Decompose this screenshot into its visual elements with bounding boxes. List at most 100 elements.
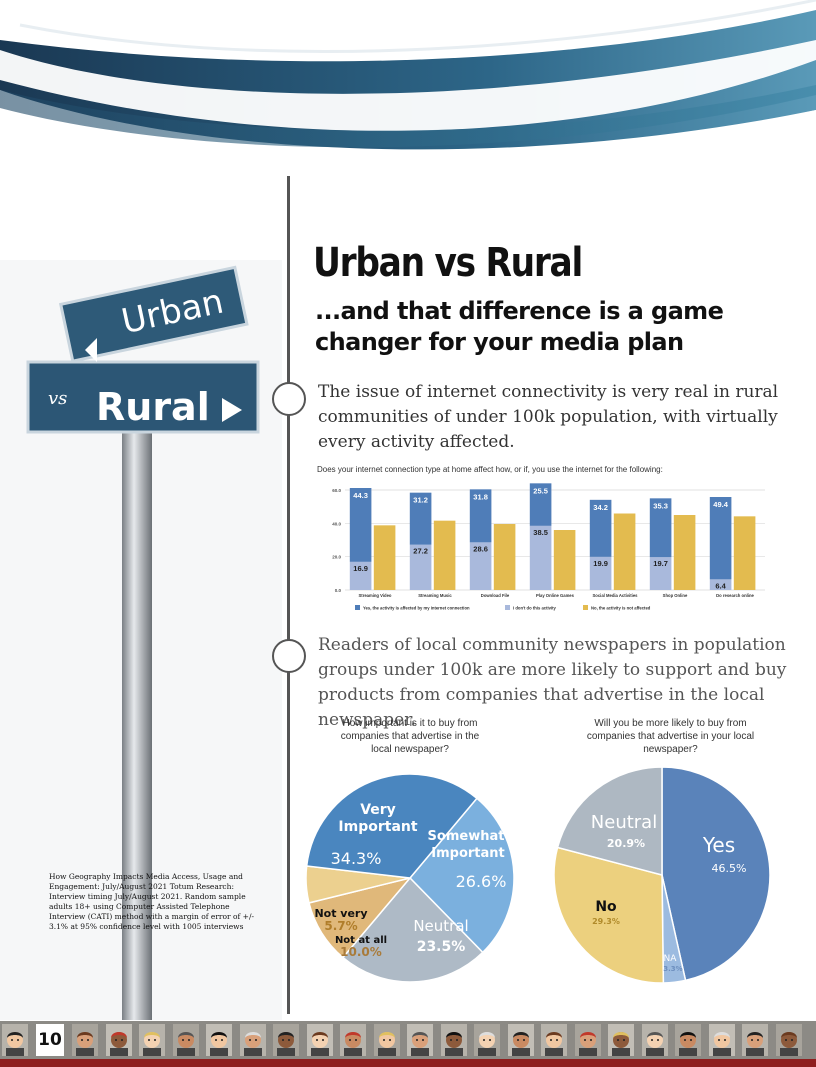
likelihood-pie-chart: Yes 46.5% Neutral 20.9% No 29.3% NA3.3% (553, 766, 771, 984)
slice-label-somewhat: Important (431, 846, 505, 861)
footer-face-icon (507, 1024, 534, 1056)
slice-label-na: NA (664, 954, 678, 964)
slice-label-very-important: Important (338, 819, 417, 835)
pie-slice (556, 766, 663, 876)
slice-label-very-important: Very (360, 802, 396, 818)
second-paragraph: Readers of local community newspapers in… (318, 635, 787, 730)
footer-face-icon (608, 1024, 634, 1056)
footer-face-icon (340, 1024, 366, 1056)
slice-label-somewhat: Somewhat (428, 829, 505, 844)
x-category-label: Streaming Music (418, 593, 452, 598)
legend-swatch (355, 605, 360, 610)
importance-pie-chart: VeryImportant34.3%SomewhatImportant26.6%… (305, 773, 515, 983)
left-arrow-icon (85, 338, 97, 362)
footer-face-icon (172, 1024, 199, 1056)
pie-slice (341, 876, 484, 983)
slice-value-no: 29.3% (592, 917, 620, 926)
bar-dont-do (709, 579, 732, 590)
urban-sign-board (58, 265, 249, 363)
bar-yes-affected (649, 498, 672, 558)
bar-yes-affected (469, 489, 492, 543)
bar-yes-label: 31.2 (413, 496, 428, 505)
section-marker-1 (272, 382, 306, 416)
slice-value-somewhat: 26.6% (456, 872, 507, 891)
footer-face-icon (273, 1024, 299, 1056)
intro-paragraph: The issue of internet connectivity is ve… (318, 382, 779, 452)
x-category-label: Do research online (716, 593, 754, 598)
footer-face-icon (675, 1024, 701, 1056)
sign-rural-text: Rural (96, 385, 210, 429)
section-marker-2 (272, 639, 306, 673)
legend-swatch (505, 605, 510, 610)
y-tick-label: 20.0 (332, 555, 341, 560)
footer-face-icon (541, 1024, 567, 1056)
footer-face-icon (373, 1024, 400, 1056)
source-note: How Geography Impacts Media Access, Usag… (49, 872, 255, 931)
footer-face-icon (72, 1024, 98, 1056)
pie1-question: How important is it to buy from companie… (340, 718, 480, 755)
internet-connection-bar-chart: Does your internet connection type at ho… (317, 465, 765, 611)
footer-face-icon (474, 1024, 500, 1056)
pie-slice (305, 773, 478, 879)
footer-red-strip (0, 1059, 816, 1067)
footer-face-icon (742, 1024, 768, 1056)
bar-not-affected (553, 530, 576, 590)
pie2-question: Will you be more likely to buy from comp… (586, 718, 755, 755)
bar-yes-affected (529, 483, 552, 526)
slice-label-not-at-all: Not at all (335, 935, 387, 946)
footer-face-icon (440, 1024, 467, 1056)
bar-dont-do (649, 557, 672, 590)
legend-label: I don't do this activity (513, 606, 557, 611)
bar-dont-label: 38.5 (533, 528, 548, 537)
bar-not-affected (733, 516, 756, 590)
legend-label: No, the activity is not affected (591, 606, 651, 611)
y-tick-label: 40.0 (332, 521, 341, 526)
bar-not-affected (673, 515, 696, 590)
footer-face-icon (139, 1024, 165, 1056)
slice-value-neutral: 23.5% (417, 939, 466, 955)
bar-yes-label: 35.3 (653, 501, 668, 510)
pie-slice (553, 846, 665, 984)
slice-label-yes: Yes (702, 833, 735, 857)
footer-face-icon (574, 1024, 601, 1056)
bar-not-affected (613, 513, 636, 590)
bar-dont-label: 6.4 (715, 581, 726, 590)
bar-yes-label: 49.4 (713, 500, 728, 509)
bar-dont-label: 19.7 (653, 559, 668, 568)
bar-dont-do (529, 525, 552, 590)
sign-vs-text: vs (48, 388, 68, 409)
footer-face-icon (641, 1024, 668, 1056)
bar-dont-label: 16.9 (353, 564, 368, 573)
bar-yes-label: 44.3 (353, 491, 368, 500)
y-tick-label: 0.0 (335, 588, 342, 593)
bar-yes-label: 25.5 (533, 486, 548, 495)
slice-value-not-very: 5.7% (324, 919, 357, 933)
pie-slice (408, 797, 515, 954)
footer-face-icon (708, 1024, 735, 1056)
bar-yes-label: 34.2 (593, 503, 608, 512)
y-tick-label: 60.0 (332, 488, 341, 493)
rural-sign-board (26, 360, 260, 434)
slice-label-no: No (595, 899, 617, 915)
footer-face-icon (105, 1024, 132, 1056)
bar-not-affected (493, 524, 516, 590)
page-title: Urban vs Rural (313, 240, 583, 286)
bar-dont-label: 19.9 (593, 559, 608, 568)
slice-value-na: 3.3% (663, 965, 682, 973)
bar-chart-title: Does your internet connection type at ho… (317, 465, 663, 474)
bar-yes-affected (589, 499, 612, 557)
bar-yes-affected (409, 492, 432, 545)
slice-label-neutral: Neutral (413, 917, 468, 935)
bar-dont-do (409, 544, 432, 590)
slice-value-very-important: 34.3% (331, 849, 382, 868)
legend-swatch (583, 605, 588, 610)
footer-face-icon (2, 1024, 28, 1056)
street-sign-illustration (0, 260, 282, 1020)
bar-yes-affected (349, 488, 372, 562)
x-category-label: Streaming Video (359, 593, 392, 598)
bar-dont-label: 28.6 (473, 544, 488, 553)
x-category-label: Play Online Games (536, 593, 575, 598)
x-category-label: Social Media Activities (593, 593, 639, 598)
footer-face-icon (239, 1024, 266, 1056)
sign-pole (122, 400, 152, 1020)
